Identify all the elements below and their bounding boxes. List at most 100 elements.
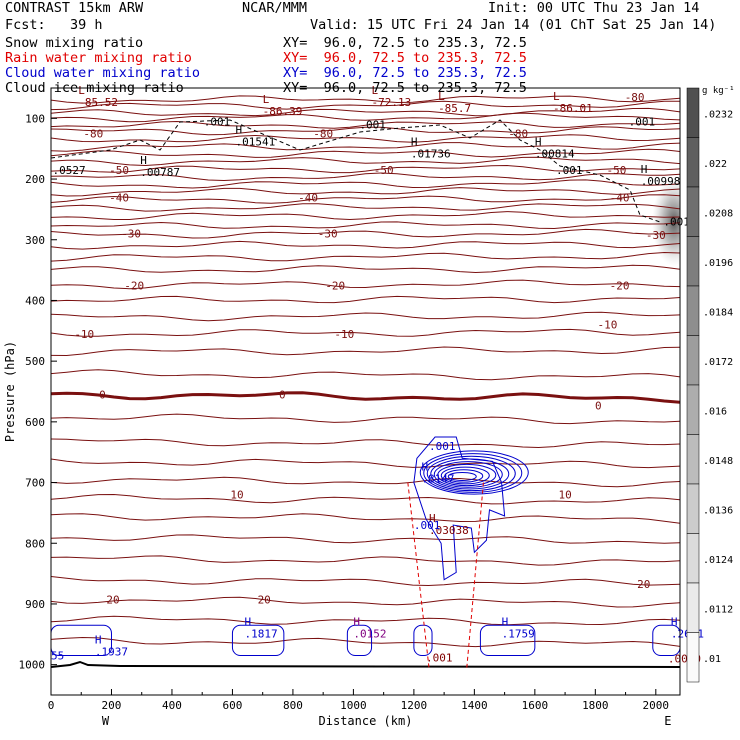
colorbar-label: .01	[703, 654, 721, 665]
x-tick-label: 1200	[401, 699, 428, 712]
cloud-water-low-contour	[346, 624, 373, 657]
temperature-contour-line	[51, 221, 680, 230]
temperature-contour-line	[51, 120, 680, 129]
temperature-contour-line	[51, 328, 680, 337]
forecast-hour: Fcst: 39 h	[5, 17, 103, 33]
x-tick-label: 0	[48, 699, 55, 712]
colorbar-label: .0172	[703, 357, 733, 368]
colorbar-cell	[686, 285, 700, 336]
temperature-contour-line	[51, 194, 680, 204]
temperature-label: 0	[279, 389, 286, 402]
extremum-value: .03038	[429, 524, 469, 537]
temperature-contour-line	[51, 295, 680, 304]
temperature-label: -80	[625, 91, 645, 104]
valid-time: Valid: 15 UTC Fri 24 Jan 14 (01 ChT Sat …	[310, 17, 717, 33]
temperature-label: -50	[374, 164, 394, 177]
temperature-label: -10	[74, 328, 94, 341]
extremum-marker: H	[140, 154, 147, 167]
extremum-marker: H	[353, 615, 360, 628]
temperature-label: -20	[610, 279, 630, 292]
temperature-label: -20	[124, 279, 144, 292]
extremum-marker: H	[671, 615, 678, 628]
temperature-contour-line	[51, 179, 680, 189]
temperature-label: -50	[607, 164, 627, 177]
y-tick-label: 700	[25, 477, 45, 490]
extremum-marker: H	[411, 136, 418, 149]
colorbar-cell	[686, 434, 700, 485]
extremum-marker: H	[429, 512, 436, 525]
cloud-water-contour	[447, 471, 477, 481]
contour-value-label: .001	[359, 118, 386, 131]
extremum-value: -86.01	[553, 102, 593, 115]
contour-value-label: 55	[51, 650, 64, 663]
cloud-water-contour	[433, 461, 503, 488]
east-label: E	[664, 714, 671, 728]
temperature-contour-line	[51, 369, 680, 381]
x-tick-label: 400	[162, 699, 182, 712]
temperature-contour-line	[51, 107, 680, 117]
temperature-label: -30	[318, 228, 338, 241]
rain-water-contour	[466, 482, 484, 668]
extremum-value: -85.7	[438, 102, 471, 115]
x-tick-label: 800	[283, 699, 303, 712]
temperature-contour-line	[51, 615, 680, 626]
cloud-water-outer-contour	[413, 436, 506, 581]
model-title: CONTRAST 15km ARW	[5, 0, 144, 16]
x-tick-label: 1600	[522, 699, 549, 712]
legend-series-2: Cloud water mixing ratio	[5, 65, 201, 81]
temperature-contour-line	[51, 156, 680, 167]
extremum-value: -86.39	[263, 105, 303, 118]
temperature-label: -80	[508, 128, 528, 141]
colorbar-label: .0232	[703, 110, 733, 121]
extremum-marker: L	[372, 84, 379, 97]
temperature-contour-line	[51, 391, 680, 404]
temperature-contour-line	[51, 534, 680, 544]
extremum-value: .1759	[502, 627, 535, 640]
colorbar-cell	[686, 186, 700, 237]
cloud-water-contour	[444, 469, 484, 483]
temperature-label: 20	[106, 594, 119, 607]
legend-series-0-xy: XY= 96.0, 72.5 to 235.3, 72.5	[283, 35, 527, 51]
colorbar-label: .022	[703, 159, 727, 170]
temperature-contour-line	[51, 164, 680, 174]
cloud-water-contour	[440, 466, 490, 485]
extremum-marker: L	[263, 93, 270, 106]
temperature-contour-line	[51, 148, 680, 158]
y-tick-label: 400	[25, 294, 45, 307]
colorbar-label: .0208	[703, 209, 733, 220]
extremum-marker: H	[641, 163, 648, 176]
temperature-contour-line	[51, 476, 680, 488]
cloud-water-contour	[437, 463, 497, 487]
x-axis-title: Distance (km)	[319, 714, 413, 728]
temperature-label: -30	[121, 228, 141, 241]
extremum-marker: H	[535, 136, 542, 149]
temperature-label: -40	[610, 191, 630, 204]
cloud-water-low-contour	[413, 624, 433, 657]
y-tick-label: 900	[25, 598, 45, 611]
temperature-label: 10	[230, 489, 243, 502]
extremum-value: .00998	[641, 175, 681, 188]
extremum-value: -72.13	[372, 96, 412, 109]
colorbar-label: .0112	[703, 605, 733, 616]
ground-surface-line	[51, 660, 680, 668]
temperature-label: 20	[637, 578, 650, 591]
center-label: NCAR/MMM	[242, 0, 308, 16]
temperature-label: -20	[325, 279, 345, 292]
temperature-contour-line	[51, 203, 680, 212]
y-tick-label: 500	[25, 355, 45, 368]
y-tick-label: 600	[25, 416, 45, 429]
temperature-contour-line	[51, 279, 680, 290]
y-tick-label: 300	[25, 234, 45, 247]
colorbar-cell	[686, 582, 700, 633]
init-time: Init: 00 UTC Thu 23 Jan 14	[488, 0, 700, 16]
cloud-water-low-contour	[479, 624, 536, 657]
colorbar-cell	[686, 533, 700, 584]
temperature-contour-line	[51, 251, 680, 262]
x-tick-label: 1000	[340, 699, 367, 712]
temperature-contour-line	[51, 142, 680, 152]
temperature-label: -50	[109, 164, 129, 177]
y-tick-label: 1000	[19, 659, 46, 672]
extremum-value: -85.52	[78, 96, 118, 109]
